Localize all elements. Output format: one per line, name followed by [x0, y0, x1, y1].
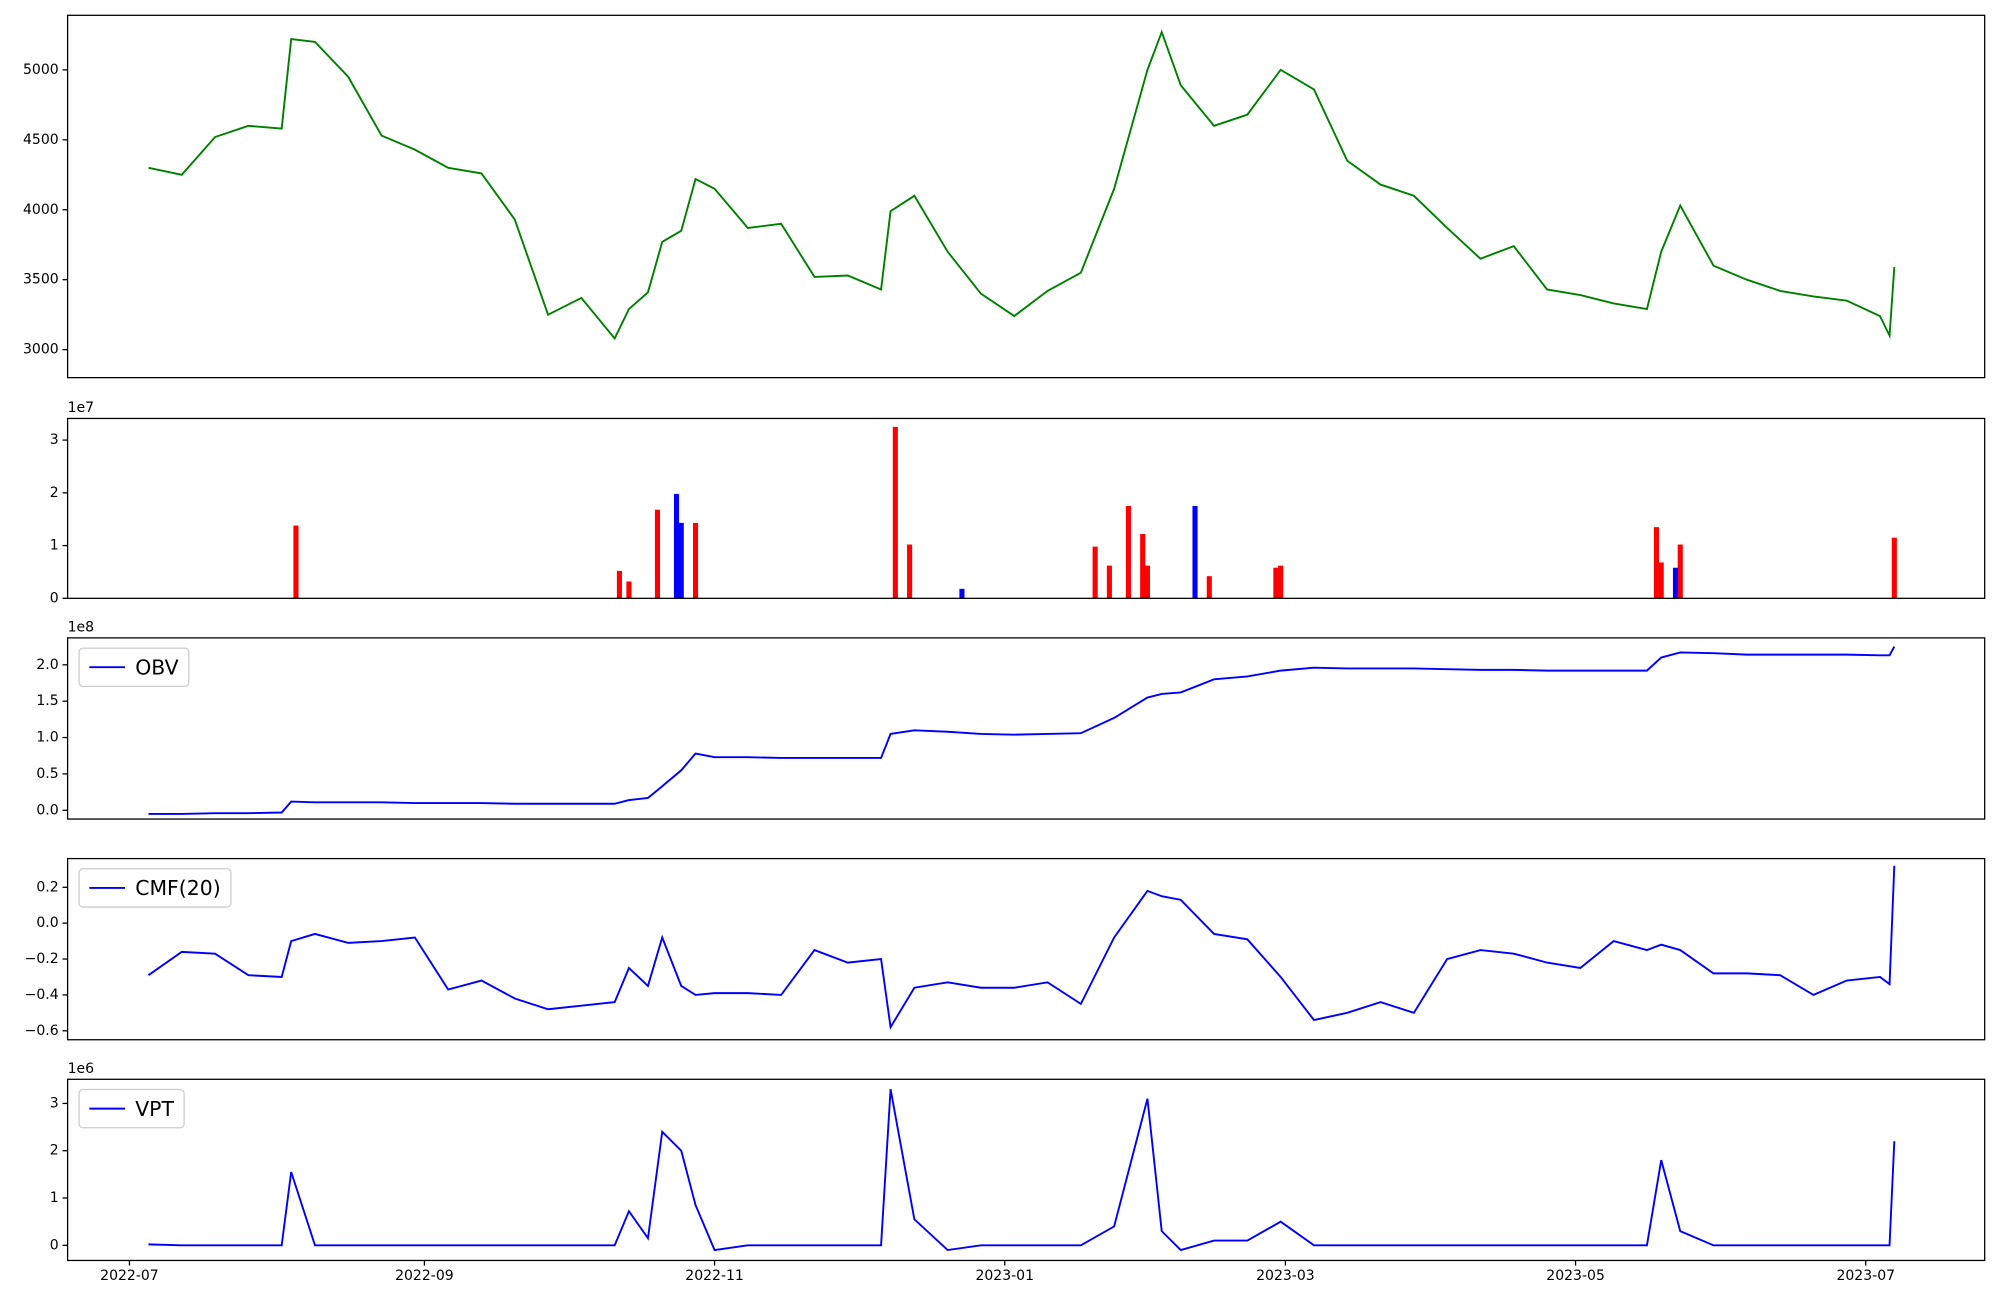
y-tick-label: −0.4 — [25, 987, 59, 1003]
panel: 0 1 2 3 1e7 — [50, 400, 1986, 606]
y-tick-label: 3000 — [23, 342, 59, 358]
offset-label: 1e6 — [68, 1061, 95, 1077]
y-tick-label: 0.0 — [36, 915, 58, 931]
line — [148, 1089, 1896, 1252]
bar — [1125, 506, 1131, 599]
bar — [293, 525, 299, 599]
legend-label: OBV — [135, 655, 178, 679]
panel: −0.6 −0.4 −0.2 0.0 0.2 CMF(20) — [25, 857, 1986, 1041]
bar — [1106, 565, 1112, 599]
legend-label: VPT — [135, 1097, 174, 1121]
x-tick-label: 2022-09 — [395, 1268, 454, 1284]
panel: 3000 3500 4000 4500 5000 — [23, 14, 1986, 379]
offset-label: 1e7 — [68, 400, 94, 416]
axes-frame — [66, 1078, 1986, 1262]
line — [147, 865, 1896, 1030]
y-tick-label: 1.5 — [36, 693, 58, 709]
y-tick-label: 0 — [50, 1237, 59, 1253]
bar — [1677, 544, 1683, 599]
bar — [1653, 527, 1660, 599]
y-tick-label: 0.0 — [36, 802, 58, 818]
y-tick-label: 1 — [50, 538, 59, 554]
legend-box — [78, 868, 232, 908]
bar — [1273, 567, 1279, 599]
bar — [616, 570, 622, 599]
legend-box — [78, 647, 190, 687]
x-tick-label: 2022-07 — [100, 1268, 159, 1284]
bar — [959, 588, 965, 599]
x-tick-label: 2022-11 — [685, 1268, 744, 1284]
bar — [1206, 576, 1212, 599]
axes-frame — [66, 417, 1986, 599]
line — [148, 29, 1896, 341]
y-tick-label: 2.0 — [36, 657, 58, 673]
y-tick-label: 4500 — [23, 132, 59, 148]
line — [148, 646, 1896, 815]
y-tick-label: 0 — [50, 590, 59, 606]
y-tick-label: 0.5 — [36, 766, 58, 782]
legend-label: CMF(20) — [135, 876, 220, 900]
legend: CMF(20) — [78, 868, 232, 908]
y-tick-label: −0.6 — [25, 1023, 59, 1039]
bar — [1658, 562, 1664, 599]
bar — [692, 522, 699, 599]
x-tick-label: 2023-07 — [1836, 1268, 1895, 1284]
y-tick-label: −0.2 — [25, 951, 59, 967]
panel: 0.0 0.5 1.0 1.5 2.0 1e8 OBV — [36, 620, 1986, 820]
y-tick-label: 0.2 — [36, 879, 58, 895]
axes-frame — [66, 857, 1986, 1041]
legend: OBV — [78, 647, 190, 687]
y-tick-label: 2 — [50, 485, 59, 501]
bar — [654, 509, 661, 599]
bar — [673, 493, 680, 599]
y-tick-label: 1.0 — [36, 730, 58, 746]
legend: VPT — [78, 1088, 185, 1129]
bar — [1144, 565, 1151, 599]
offset-label: 1e8 — [68, 620, 94, 636]
y-tick-label: 2 — [50, 1143, 59, 1159]
bar — [907, 544, 913, 599]
bar — [1092, 546, 1098, 599]
y-tick-label: 5000 — [23, 62, 59, 78]
axes-frame — [66, 637, 1986, 820]
x-tick-label: 2023-01 — [975, 1268, 1034, 1284]
x-tick-label: 2023-03 — [1256, 1268, 1315, 1284]
bar — [1140, 533, 1146, 599]
bar — [626, 581, 632, 599]
bar — [1192, 506, 1198, 599]
y-tick-label: 3 — [50, 1095, 59, 1111]
axes-frame — [66, 14, 1986, 379]
bar — [1278, 565, 1284, 599]
y-tick-label: 4000 — [23, 202, 59, 218]
y-tick-label: 3500 — [23, 272, 59, 288]
bar — [1672, 567, 1679, 599]
y-tick-label: 1 — [50, 1190, 59, 1206]
bar — [892, 426, 898, 599]
panel: 0 1 2 3 1e6 2022-07 2022-09 2022-11 2023-01 2023-… — [50, 1061, 1986, 1284]
bar — [678, 522, 684, 599]
x-tick-label: 2023-05 — [1546, 1268, 1605, 1284]
y-tick-label: 3 — [50, 432, 59, 448]
bar — [1891, 537, 1897, 599]
legend-box — [78, 1088, 185, 1129]
